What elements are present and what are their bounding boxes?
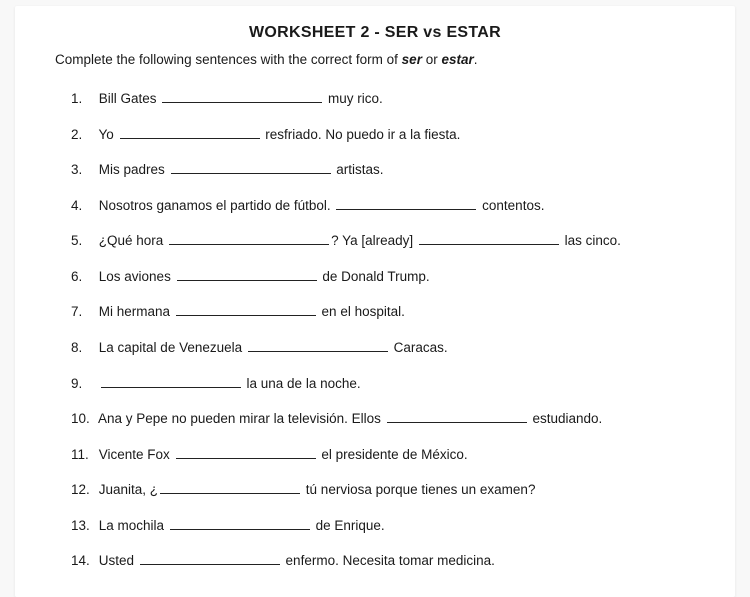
answer-blank[interactable] (171, 161, 331, 174)
question-text: Mis padres (99, 162, 169, 177)
question-number: 11. (71, 445, 95, 465)
question-text: Vicente Fox (99, 447, 174, 462)
question-text: Juanita, ¿ (99, 482, 158, 497)
question-item: 10. Ana y Pepe no pueden mirar la televi… (71, 409, 695, 429)
word-ser: ser (402, 52, 422, 67)
question-number: 5. (71, 231, 95, 251)
question-text: Bill Gates (99, 91, 161, 106)
answer-blank[interactable] (162, 90, 322, 103)
question-item: 13. La mochila de Enrique. (71, 516, 695, 536)
question-number: 14. (71, 551, 95, 571)
answer-blank[interactable] (419, 232, 559, 245)
question-text: Usted (99, 553, 138, 568)
question-number: 7. (71, 302, 95, 322)
answer-blank[interactable] (387, 410, 527, 423)
question-text: en el hospital. (318, 304, 405, 319)
answer-blank[interactable] (120, 126, 260, 139)
question-item: 6. Los aviones de Donald Trump. (71, 267, 695, 287)
question-item: 9. la una de la noche. (71, 374, 695, 394)
question-item: 12. Juanita, ¿ tú nerviosa porque tienes… (71, 480, 695, 500)
answer-blank[interactable] (336, 197, 476, 210)
question-item: 2. Yo resfriado. No puedo ir a la fiesta… (71, 125, 695, 145)
question-text: tú nerviosa porque tienes un examen? (302, 482, 535, 497)
question-text: el presidente de México. (318, 447, 468, 462)
answer-blank[interactable] (177, 268, 317, 281)
question-text: enfermo. Necesita tomar medicina. (282, 553, 495, 568)
answer-blank[interactable] (176, 446, 316, 459)
question-item: 4. Nosotros ganamos el partido de fútbol… (71, 196, 695, 216)
question-item: 14. Usted enfermo. Necesita tomar medici… (71, 551, 695, 571)
answer-blank[interactable] (160, 481, 300, 494)
question-number: 6. (71, 267, 95, 287)
instructions-pre: Complete the following sentences with th… (55, 52, 402, 67)
question-number: 9. (71, 374, 95, 394)
question-text: ? Ya [already] (331, 233, 417, 248)
question-number: 3. (71, 160, 95, 180)
question-number: 4. (71, 196, 95, 216)
question-item: 1. Bill Gates muy rico. (71, 89, 695, 109)
question-number: 10. (71, 409, 95, 429)
question-item: 7. Mi hermana en el hospital. (71, 302, 695, 322)
answer-blank[interactable] (248, 339, 388, 352)
worksheet-page: WORKSHEET 2 - SER vs ESTAR Complete the … (15, 6, 735, 597)
question-text: las cinco. (561, 233, 621, 248)
question-item: 11. Vicente Fox el presidente de México. (71, 445, 695, 465)
question-number: 8. (71, 338, 95, 358)
answer-blank[interactable] (176, 304, 316, 317)
question-number: 2. (71, 125, 95, 145)
question-text: Los aviones (99, 269, 175, 284)
answer-blank[interactable] (140, 553, 280, 566)
question-text: estudiando. (529, 411, 603, 426)
question-text: muy rico. (324, 91, 383, 106)
question-text: Caracas. (390, 340, 448, 355)
worksheet-title: WORKSHEET 2 - SER vs ESTAR (55, 24, 695, 42)
question-text: La capital de Venezuela (99, 340, 246, 355)
instructions: Complete the following sentences with th… (55, 52, 695, 67)
instructions-post: . (474, 52, 478, 67)
question-text: Yo (99, 127, 118, 142)
question-text: La mochila (99, 518, 168, 533)
question-number: 1. (71, 89, 95, 109)
question-number: 12. (71, 480, 95, 500)
word-estar: estar (441, 52, 473, 67)
question-text: Nosotros ganamos el partido de fútbol. (99, 198, 335, 213)
instructions-or: or (422, 52, 442, 67)
question-text: de Enrique. (312, 518, 385, 533)
question-item: 5. ¿Qué hora ? Ya [already] las cinco. (71, 231, 695, 251)
question-text: ¿Qué hora (99, 233, 167, 248)
question-number: 13. (71, 516, 95, 536)
question-text: la una de la noche. (243, 376, 361, 391)
question-text: resfriado. No puedo ir a la fiesta. (262, 127, 461, 142)
question-text: artistas. (333, 162, 384, 177)
answer-blank[interactable] (101, 375, 241, 388)
answer-blank[interactable] (170, 517, 310, 530)
answer-blank[interactable] (169, 232, 329, 245)
question-text: contentos. (478, 198, 544, 213)
question-list: 1. Bill Gates muy rico. 2. Yo resfriado. … (55, 89, 695, 571)
question-text: Ana y Pepe no pueden mirar la televisión… (98, 411, 385, 426)
question-text: Mi hermana (99, 304, 174, 319)
question-item: 8. La capital de Venezuela Caracas. (71, 338, 695, 358)
question-text: de Donald Trump. (319, 269, 430, 284)
question-item: 3. Mis padres artistas. (71, 160, 695, 180)
